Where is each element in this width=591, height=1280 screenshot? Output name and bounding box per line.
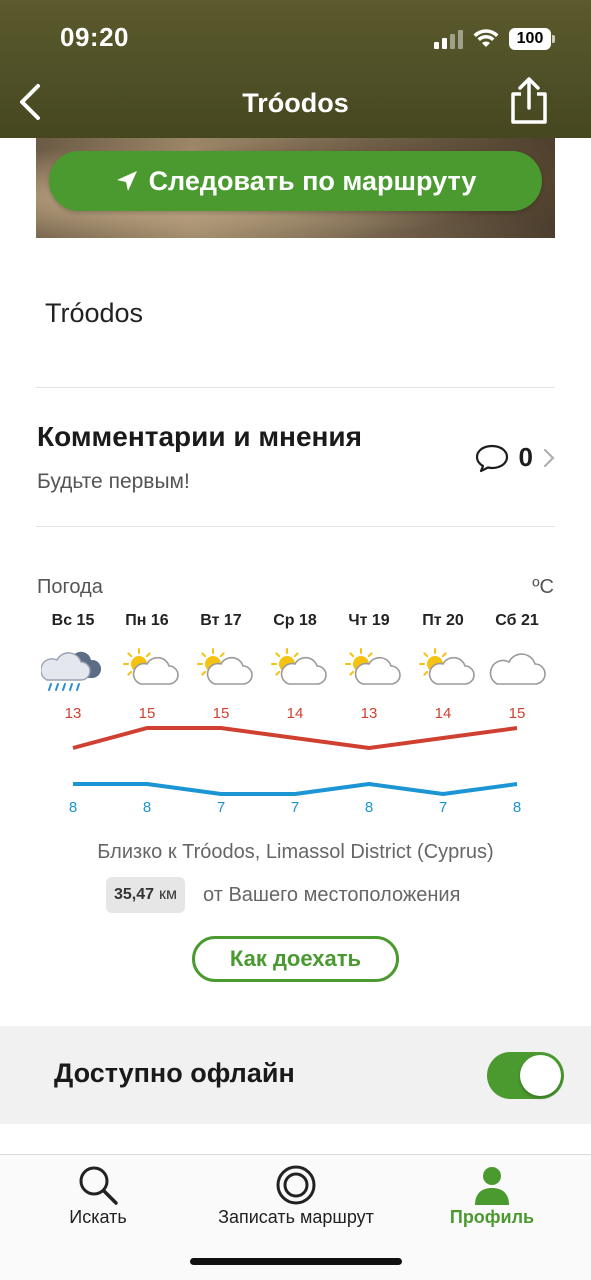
weather-day-label: Вт 17 [200, 612, 242, 629]
sun-cloud-icon [345, 648, 401, 685]
record-icon [276, 1165, 316, 1205]
distance-text: от Вашего местоположения [203, 883, 461, 906]
weather-day-label: Пн 16 [125, 612, 169, 629]
weather-low-temp: 7 [290, 799, 300, 816]
back-icon[interactable] [12, 80, 52, 124]
weather-high-temp: 15 [508, 705, 526, 722]
high-temp-line [72, 726, 518, 750]
sun-cloud-icon [419, 648, 475, 685]
weather-low-temp: 8 [142, 799, 152, 816]
rain-cloud-icon [41, 651, 102, 691]
follow-route-label: Следовать по маршруту [148, 165, 477, 196]
status-icons: 100 [434, 26, 555, 52]
comments-count: 0 [518, 442, 533, 472]
header: 09:20 100 Tróodos [0, 0, 591, 138]
offline-label: Доступно офлайн [54, 1058, 295, 1088]
weather-low-temp: 7 [216, 799, 226, 816]
comments-count-button[interactable]: 0 [475, 442, 555, 473]
weather-low-temp: 7 [438, 799, 448, 816]
distance-row: 35,47 км от Вашего местоположения [106, 877, 460, 913]
signal-icon [434, 29, 463, 49]
profile-icon [475, 1167, 509, 1205]
weather-low-temp: 8 [68, 799, 78, 816]
tab-search[interactable]: Искать [38, 1155, 158, 1245]
page-title: Tróodos [242, 88, 349, 118]
tab-profile-label: Профиль [449, 1207, 535, 1227]
battery-icon: 100 [509, 28, 555, 50]
weather-high-temp: 14 [434, 705, 452, 722]
weather-day-label: Вс 15 [51, 612, 95, 629]
weather-high-temp: 15 [212, 705, 230, 722]
cloud-icon [489, 653, 546, 685]
share-icon[interactable] [507, 76, 551, 126]
speech-bubble-icon [475, 444, 508, 472]
sun-cloud-icon [197, 648, 253, 685]
weather-label: Погода [37, 576, 103, 598]
search-icon [79, 1166, 118, 1205]
comments-subtitle: Будьте первым! [37, 470, 190, 493]
weather-day-label: Чт 19 [348, 612, 390, 629]
comments-title[interactable]: Комментарии и мнения [37, 421, 362, 452]
weather-unit: ºC [532, 576, 554, 598]
tab-record[interactable]: Записать маршрут [200, 1155, 392, 1245]
divider [36, 526, 555, 527]
weather-low-temp: 8 [364, 799, 374, 816]
directions-button[interactable]: Как доехать [192, 936, 399, 982]
wifi-icon [473, 29, 499, 47]
offline-toggle[interactable] [487, 1052, 564, 1099]
weather-day-label: Ср 18 [273, 612, 317, 629]
sun-cloud-icon [271, 648, 327, 685]
route-name: Tróodos [45, 298, 144, 328]
status-time: 09:20 [60, 22, 129, 52]
tab-record-label: Записать маршрут [218, 1207, 374, 1227]
distance-unit: км [159, 886, 178, 903]
distance-badge: 35,47 км [106, 877, 186, 913]
low-temp-line [73, 782, 518, 796]
follow-route-button[interactable]: Следовать по маршруту [49, 151, 542, 211]
weather-high-temp: 13 [360, 705, 378, 722]
divider [36, 387, 555, 388]
navigation-arrow-icon [116, 171, 137, 191]
temperature-lines [72, 726, 518, 796]
tab-search-label: Искать [69, 1207, 127, 1227]
chevron-right-icon [543, 448, 555, 467]
toggle-knob [520, 1055, 561, 1096]
weather-day-label: Пт 20 [422, 612, 464, 629]
weather-high-temp: 14 [286, 705, 304, 722]
weather-low-temp: 8 [512, 799, 522, 816]
home-indicator [190, 1258, 402, 1265]
sun-cloud-icon [123, 648, 179, 685]
nearby-location: Близко к Tróodos, Limassol District (Cyp… [97, 841, 494, 863]
weather-forecast: Вс 15 13 8 Пн 16 15 8 Вт 17 15 7 Ср 18 14 7 Чт 19 13 8… [36, 600, 555, 830]
distance-value: 35,47 [114, 886, 155, 903]
weather-high-temp: 15 [138, 705, 156, 722]
weather-day-label: Сб 21 [495, 612, 539, 629]
tab-profile[interactable]: Профиль [432, 1155, 552, 1245]
weather-high-temp: 13 [64, 705, 82, 722]
